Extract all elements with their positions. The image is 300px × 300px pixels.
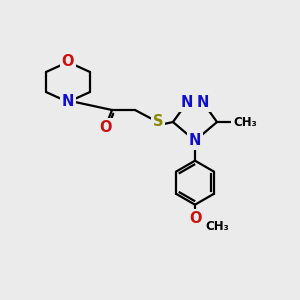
- Text: N: N: [196, 95, 209, 110]
- Text: O: O: [189, 211, 201, 226]
- Text: O: O: [99, 121, 111, 136]
- Text: N: N: [181, 95, 194, 110]
- Text: O: O: [62, 55, 74, 70]
- Text: N: N: [189, 133, 201, 148]
- Text: CH₃: CH₃: [233, 116, 257, 128]
- Text: N: N: [62, 94, 74, 110]
- Text: S: S: [153, 115, 163, 130]
- Text: CH₃: CH₃: [205, 220, 229, 233]
